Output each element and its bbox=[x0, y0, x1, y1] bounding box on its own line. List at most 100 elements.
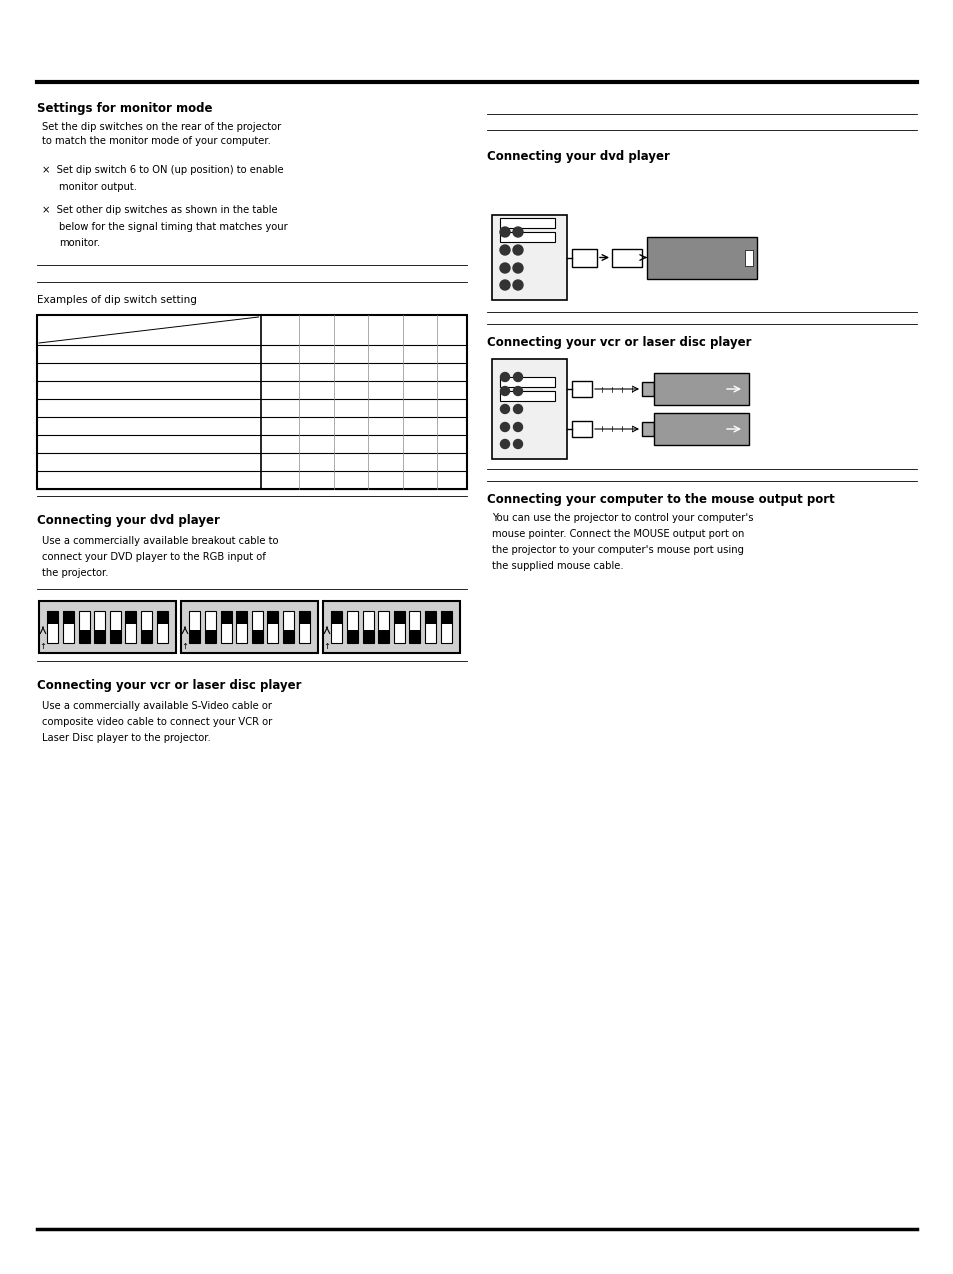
Bar bbox=[362, 631, 374, 643]
Circle shape bbox=[513, 227, 522, 237]
Bar bbox=[37, 315, 467, 489]
Bar bbox=[572, 381, 592, 397]
Bar bbox=[440, 610, 451, 643]
Bar bbox=[331, 610, 342, 624]
Bar bbox=[181, 601, 317, 654]
Circle shape bbox=[513, 245, 522, 255]
Circle shape bbox=[500, 386, 509, 395]
Circle shape bbox=[513, 440, 522, 448]
Text: below for the signal timing that matches your: below for the signal timing that matches… bbox=[59, 222, 288, 232]
Bar bbox=[409, 610, 420, 643]
Bar bbox=[394, 610, 404, 643]
Bar bbox=[425, 610, 436, 624]
Bar bbox=[48, 610, 58, 643]
Bar bbox=[572, 420, 592, 437]
Bar bbox=[126, 610, 136, 624]
Text: the projector.: the projector. bbox=[42, 568, 109, 578]
Text: ×  Set other dip switches as shown in the table: × Set other dip switches as shown in the… bbox=[42, 205, 277, 215]
Text: connect your DVD player to the RGB input of: connect your DVD player to the RGB input… bbox=[42, 552, 266, 562]
Text: Settings for monitor mode: Settings for monitor mode bbox=[37, 102, 213, 115]
Bar bbox=[189, 631, 200, 643]
Text: monitor output.: monitor output. bbox=[59, 182, 137, 192]
Bar bbox=[156, 610, 168, 624]
Bar bbox=[236, 610, 247, 643]
Bar bbox=[362, 610, 374, 643]
Bar bbox=[492, 215, 566, 299]
Bar bbox=[499, 391, 555, 401]
Circle shape bbox=[513, 372, 522, 381]
Circle shape bbox=[500, 440, 509, 448]
Bar bbox=[78, 631, 90, 643]
Text: Connecting your dvd player: Connecting your dvd player bbox=[37, 513, 219, 527]
Bar bbox=[331, 610, 342, 643]
Bar bbox=[499, 218, 555, 228]
Bar bbox=[94, 631, 105, 643]
Bar bbox=[744, 250, 752, 265]
Text: Laser Disc player to the projector.: Laser Disc player to the projector. bbox=[42, 733, 211, 743]
Bar bbox=[409, 631, 420, 643]
Bar bbox=[63, 610, 73, 624]
Bar bbox=[205, 610, 215, 643]
Bar bbox=[646, 237, 757, 279]
Bar bbox=[39, 601, 175, 654]
Bar bbox=[654, 373, 748, 405]
Bar bbox=[654, 413, 748, 445]
Circle shape bbox=[500, 372, 509, 381]
Text: ↑: ↑ bbox=[181, 642, 189, 651]
Bar bbox=[141, 610, 152, 643]
Bar bbox=[252, 610, 262, 643]
Text: the supplied mouse cable.: the supplied mouse cable. bbox=[492, 561, 623, 571]
Bar bbox=[205, 631, 215, 643]
Bar bbox=[641, 422, 654, 436]
Bar bbox=[94, 610, 105, 643]
Circle shape bbox=[513, 262, 522, 273]
Text: Connecting your vcr or laser disc player: Connecting your vcr or laser disc player bbox=[486, 336, 751, 349]
Circle shape bbox=[513, 423, 522, 432]
Bar bbox=[126, 610, 136, 643]
Bar bbox=[189, 610, 200, 643]
Bar bbox=[220, 610, 232, 624]
Bar bbox=[347, 610, 357, 643]
Text: Connecting your dvd player: Connecting your dvd player bbox=[486, 150, 669, 163]
Circle shape bbox=[499, 227, 510, 237]
Text: Examples of dip switch setting: Examples of dip switch setting bbox=[37, 296, 196, 304]
Text: Use a commercially available S-Video cable or: Use a commercially available S-Video cab… bbox=[42, 701, 272, 711]
Bar bbox=[377, 610, 389, 643]
Bar bbox=[572, 248, 597, 266]
Bar bbox=[440, 610, 451, 624]
Text: monitor.: monitor. bbox=[59, 238, 100, 248]
Text: the projector to your computer's mouse port using: the projector to your computer's mouse p… bbox=[492, 545, 743, 555]
Text: Use a commercially available breakout cable to: Use a commercially available breakout ca… bbox=[42, 536, 278, 547]
Circle shape bbox=[513, 405, 522, 414]
Text: Connecting your computer to the mouse output port: Connecting your computer to the mouse ou… bbox=[486, 493, 834, 506]
Bar bbox=[156, 610, 168, 643]
Text: composite video cable to connect your VCR or: composite video cable to connect your VC… bbox=[42, 717, 272, 727]
Bar bbox=[298, 610, 310, 624]
Bar bbox=[425, 610, 436, 643]
Text: ↑: ↑ bbox=[39, 642, 47, 651]
Bar bbox=[141, 631, 152, 643]
Bar bbox=[267, 610, 278, 643]
Bar bbox=[499, 232, 555, 242]
Bar bbox=[612, 248, 641, 266]
Circle shape bbox=[499, 245, 510, 255]
Bar bbox=[110, 631, 121, 643]
Bar bbox=[377, 631, 389, 643]
Bar bbox=[78, 610, 90, 643]
Bar bbox=[298, 610, 310, 643]
Bar bbox=[323, 601, 459, 654]
Bar bbox=[492, 359, 566, 459]
Text: ↑: ↑ bbox=[323, 642, 330, 651]
Text: ×  Set dip switch 6 to ON (up position) to enable: × Set dip switch 6 to ON (up position) t… bbox=[42, 166, 283, 175]
Bar bbox=[347, 631, 357, 643]
Bar bbox=[63, 610, 73, 643]
Text: mouse pointer. Connect the MOUSE output port on: mouse pointer. Connect the MOUSE output … bbox=[492, 529, 743, 539]
Circle shape bbox=[500, 405, 509, 414]
Bar bbox=[283, 610, 294, 643]
Bar bbox=[499, 377, 555, 387]
Bar bbox=[283, 631, 294, 643]
Bar bbox=[641, 382, 654, 396]
Bar bbox=[236, 610, 247, 624]
Bar bbox=[394, 610, 404, 624]
Circle shape bbox=[500, 423, 509, 432]
